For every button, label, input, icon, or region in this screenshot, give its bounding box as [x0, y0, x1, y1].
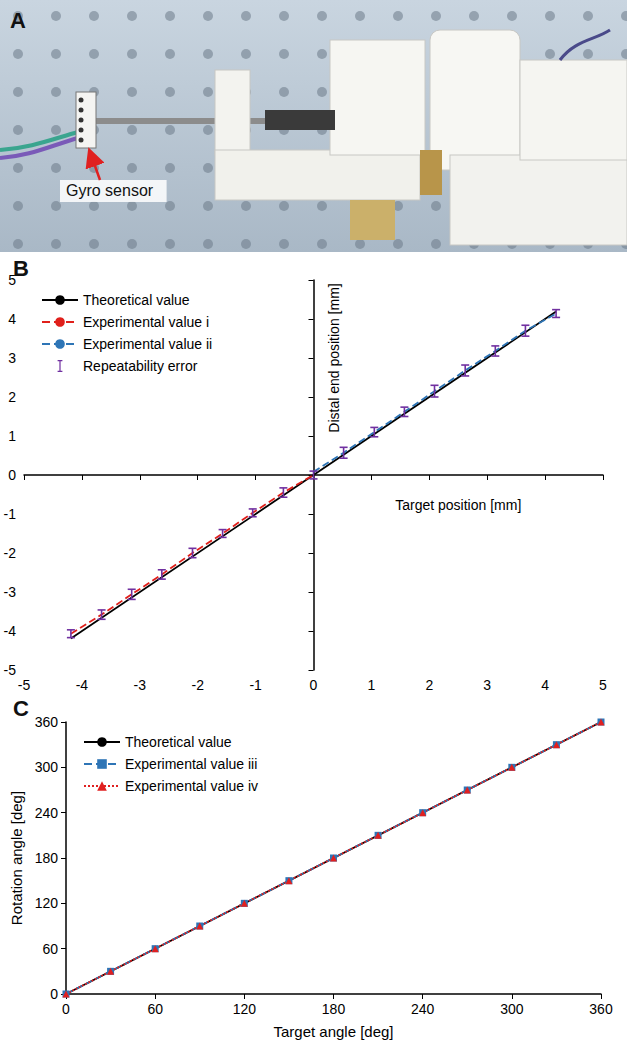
svg-text:360: 360 [35, 714, 59, 730]
svg-text:-3: -3 [134, 677, 147, 692]
svg-text:Theoretical value: Theoretical value [125, 734, 232, 750]
svg-text:-1: -1 [4, 506, 17, 522]
svg-text:5: 5 [599, 677, 607, 692]
svg-text:Experimental value ii: Experimental value ii [83, 336, 212, 352]
svg-text:Repeatability error: Repeatability error [83, 358, 198, 374]
svg-text:-3: -3 [4, 584, 17, 600]
svg-text:Target position [mm]: Target position [mm] [395, 497, 521, 513]
svg-text:360: 360 [589, 1001, 613, 1017]
svg-text:C: C [13, 696, 29, 721]
svg-text:Experimental value i: Experimental value i [83, 314, 209, 330]
svg-text:4: 4 [541, 677, 549, 692]
svg-text:0: 0 [50, 986, 58, 1002]
svg-text:0: 0 [310, 677, 318, 692]
svg-text:1: 1 [368, 677, 376, 692]
svg-text:Gyro sensor: Gyro sensor [66, 182, 154, 199]
svg-text:120: 120 [233, 1001, 257, 1017]
svg-text:Rotation angle [deg]: Rotation angle [deg] [8, 791, 25, 925]
svg-text:Distal end position [mm]: Distal end position [mm] [326, 283, 342, 432]
svg-text:120: 120 [35, 895, 59, 911]
svg-text:60: 60 [147, 1001, 163, 1017]
svg-text:Target angle [deg]: Target angle [deg] [273, 1023, 393, 1040]
svg-text:60: 60 [42, 941, 58, 957]
svg-text:180: 180 [35, 850, 59, 866]
svg-text:-2: -2 [4, 545, 17, 561]
svg-text:0: 0 [8, 467, 16, 483]
svg-text:4: 4 [8, 311, 16, 327]
svg-text:Experimental value iii: Experimental value iii [125, 756, 257, 772]
svg-text:240: 240 [411, 1001, 435, 1017]
svg-text:300: 300 [500, 1001, 524, 1017]
svg-text:2: 2 [425, 677, 433, 692]
svg-text:1: 1 [8, 428, 16, 444]
svg-text:180: 180 [322, 1001, 346, 1017]
svg-text:300: 300 [35, 759, 59, 775]
svg-text:-5: -5 [18, 677, 31, 692]
svg-text:Experimental value iv: Experimental value iv [125, 778, 258, 794]
svg-text:Theoretical value: Theoretical value [83, 292, 190, 308]
svg-text:A: A [10, 8, 26, 33]
svg-text:-5: -5 [4, 662, 17, 678]
svg-text:2: 2 [8, 389, 16, 405]
svg-text:-2: -2 [191, 677, 204, 692]
svg-text:-4: -4 [76, 677, 89, 692]
svg-text:3: 3 [8, 350, 16, 366]
svg-text:3: 3 [483, 677, 491, 692]
svg-text:B: B [13, 256, 29, 281]
svg-text:240: 240 [35, 805, 59, 821]
svg-text:0: 0 [62, 1001, 70, 1017]
svg-text:-1: -1 [249, 677, 262, 692]
svg-text:-4: -4 [4, 623, 17, 639]
